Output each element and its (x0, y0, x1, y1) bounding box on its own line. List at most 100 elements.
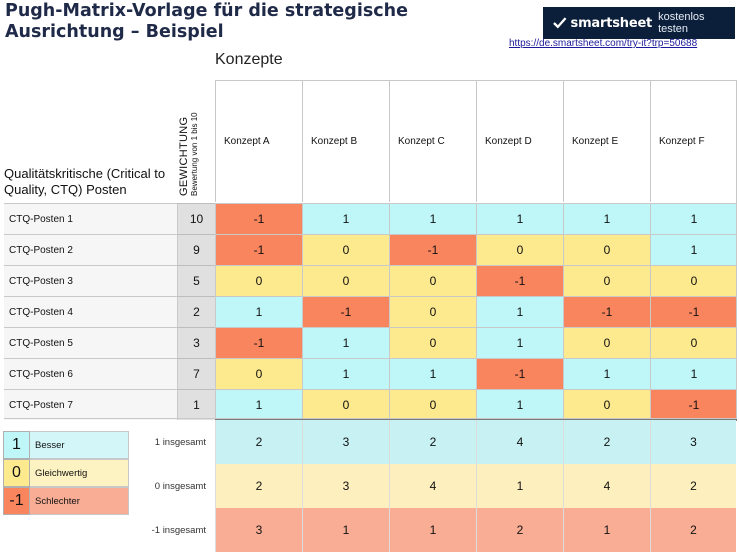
summary-cell: 2 (215, 420, 302, 464)
summary-label: -1 insgesamt (151, 524, 206, 536)
summary-cell: 2 (215, 464, 302, 508)
banner-cta: kostenlos testen (658, 11, 705, 35)
score-cell: 0 (563, 327, 650, 358)
weight-cell: 2 (177, 296, 215, 327)
concept-header-label: Konzept C (398, 136, 445, 147)
score-cell: 1 (476, 389, 563, 420)
score-cell: -1 (563, 296, 650, 327)
summary-label: 0 insgesamt (154, 480, 206, 492)
concept-header: Konzept E (563, 80, 650, 202)
score-cell: 1 (563, 358, 650, 389)
weight-cell: 3 (177, 327, 215, 358)
ctq-column-header: Qualitätskritische (Critical to Quality,… (4, 166, 166, 197)
legend-item: 0 Gleichwertig (3, 459, 129, 487)
score-cell: -1 (476, 358, 563, 389)
ctq-row-label: CTQ-Posten 7 (4, 389, 177, 420)
score-cell: -1 (476, 265, 563, 296)
summary-cell: 3 (302, 464, 389, 508)
score-cell: 1 (302, 358, 389, 389)
concept-header: Konzept A (215, 80, 302, 202)
page-title: Pugh-Matrix-Vorlage für die strategische… (5, 1, 408, 42)
score-cell: -1 (215, 203, 302, 234)
trial-link[interactable]: https://de.smartsheet.com/try-it?trp=506… (509, 38, 698, 49)
ctq-row-label: CTQ-Posten 4 (4, 296, 177, 327)
summary-cell: 3 (650, 420, 736, 464)
grid-bottom-border (4, 418, 737, 419)
summary-cell: 2 (650, 464, 736, 508)
weight-cell: 7 (177, 358, 215, 389)
legend-symbol: 0 (3, 459, 30, 487)
weight-cell: 9 (177, 234, 215, 265)
score-cell: 1 (215, 296, 302, 327)
score-cell: 1 (563, 203, 650, 234)
banner-brand: smartsheet (570, 15, 653, 31)
score-cell: 1 (302, 203, 389, 234)
concept-header-label: Konzept F (659, 136, 705, 147)
score-cell: 1 (650, 358, 737, 389)
ctq-row-label: CTQ-Posten 3 (4, 265, 177, 296)
smartsheet-banner[interactable]: smartsheet kostenlos testen (543, 7, 735, 39)
summary-cell: 2 (389, 420, 476, 464)
weight-cell: 5 (177, 265, 215, 296)
score-cell: 0 (302, 265, 389, 296)
score-cell: -1 (389, 234, 476, 265)
score-cell: 0 (389, 389, 476, 420)
ctq-row-label: CTQ-Posten 2 (4, 234, 177, 265)
score-cell: 0 (476, 234, 563, 265)
concept-header-label: Konzept E (572, 136, 619, 147)
legend-symbol: -1 (3, 487, 30, 515)
concept-header: Konzept C (389, 80, 476, 202)
legend-item: 1 Besser (3, 431, 129, 459)
legend-symbol: 1 (3, 431, 30, 459)
konzepte-label: Konzepte (215, 51, 283, 68)
summary-label: 1 insgesamt (154, 436, 206, 448)
summary-cell: 2 (650, 508, 736, 552)
legend-label: Schlechter (30, 487, 129, 515)
ctq-row-label: CTQ-Posten 5 (4, 327, 177, 358)
score-cell: -1 (650, 296, 737, 327)
weight-header-subtitle: Bewertung von 1 bis 10 (190, 112, 199, 196)
concept-header: Konzept F (650, 80, 737, 202)
score-cell: 1 (650, 203, 737, 234)
ctq-row-label: CTQ-Posten 1 (4, 203, 177, 234)
summary-cell: 2 (476, 508, 563, 552)
ctq-row-label: CTQ-Posten 6 (4, 358, 177, 389)
score-cell: 1 (389, 203, 476, 234)
concept-header: Konzept B (302, 80, 389, 202)
score-cell: 1 (302, 327, 389, 358)
score-cell: -1 (650, 389, 737, 420)
score-cell: -1 (215, 327, 302, 358)
score-cell: 0 (389, 327, 476, 358)
score-cell: 1 (215, 389, 302, 420)
legend-item: -1 Schlechter (3, 487, 129, 515)
weight-cell: 10 (177, 203, 215, 234)
score-cell: 0 (302, 234, 389, 265)
summary-cell: 3 (302, 420, 389, 464)
score-cell: 0 (302, 389, 389, 420)
summary-cell: 4 (563, 464, 650, 508)
concept-header-label: Konzept B (311, 136, 358, 147)
score-cell: -1 (302, 296, 389, 327)
summary-cell: 4 (476, 420, 563, 464)
legend-label: Gleichwertig (30, 459, 129, 487)
summary-cell: 1 (302, 508, 389, 552)
score-cell: 0 (389, 296, 476, 327)
legend-label: Besser (30, 431, 129, 459)
smartsheet-check-icon (553, 17, 567, 29)
score-cell: 1 (476, 203, 563, 234)
score-cell: 0 (563, 234, 650, 265)
score-cell: 0 (215, 265, 302, 296)
score-cell: 1 (650, 234, 737, 265)
score-cell: 1 (476, 296, 563, 327)
score-cell: 0 (650, 265, 737, 296)
concept-header-label: Konzept D (485, 136, 532, 147)
weight-cell: 1 (177, 389, 215, 420)
grid-right-border (736, 80, 737, 419)
concept-header-label: Konzept A (224, 136, 270, 147)
score-cell: 1 (476, 327, 563, 358)
score-cell: 0 (563, 265, 650, 296)
score-cell: 0 (563, 389, 650, 420)
weight-column-header: GEWICHTUNG Bewertung von 1 bis 10 (177, 80, 215, 202)
score-cell: 0 (650, 327, 737, 358)
score-cell: 1 (389, 358, 476, 389)
